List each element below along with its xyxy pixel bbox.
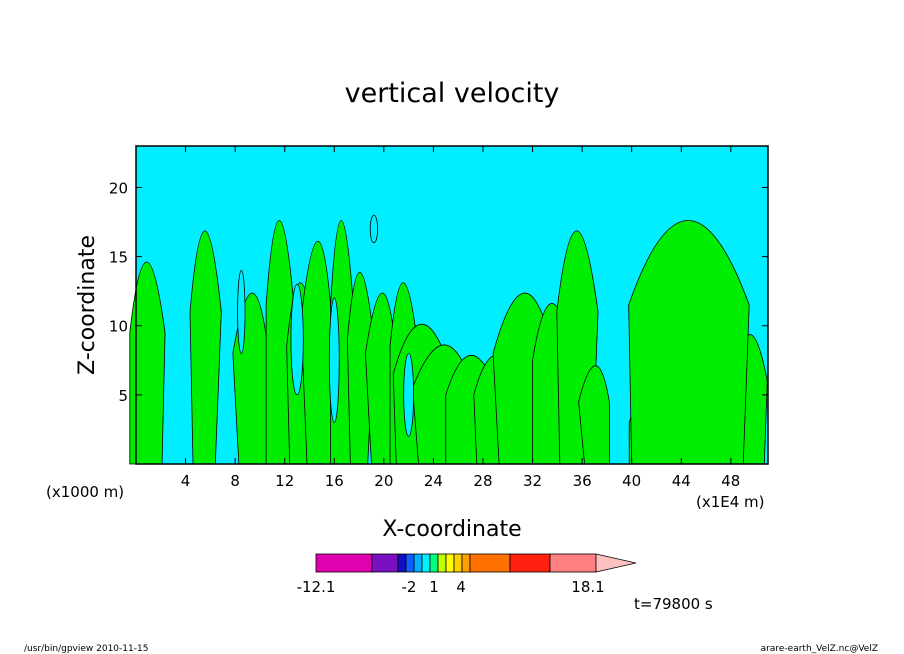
x-tick-label: 36	[573, 472, 592, 490]
footer-left: /usr/bin/gpview 2010-11-15	[24, 644, 148, 654]
y-axis-ticks: 5 10 15 20	[109, 179, 768, 405]
x-tick-label: 16	[325, 472, 344, 490]
footer-right: arare-earth_VelZ.nc@VelZ	[761, 644, 878, 654]
colorbar-swatch	[453, 553, 463, 573]
y-tick-label: 10	[109, 318, 128, 336]
colorbar-swatch	[509, 553, 551, 573]
x-tick-label: 8	[230, 472, 240, 490]
x-tick-label: 12	[275, 472, 294, 490]
positive-region	[129, 261, 166, 465]
time-label: t=79800 s	[634, 595, 713, 613]
x-unit-label-right: (x1E4 m)	[696, 493, 765, 511]
colorbar-swatch	[429, 553, 439, 573]
x-tick-label: 48	[721, 472, 740, 490]
x-tick-label: 24	[424, 472, 443, 490]
colorbar-swatch	[405, 553, 415, 573]
colorbar-swatch	[413, 553, 423, 573]
negative-region	[237, 270, 246, 354]
colorbar-min-label: -12.1	[297, 578, 336, 596]
x-tick-label: 40	[622, 472, 641, 490]
plot-area	[129, 145, 769, 465]
negative-region	[290, 283, 304, 396]
positive-region	[628, 220, 750, 465]
x-axis-ticks: 4 8 12 16 20 24 28 32 36 40 44 48	[181, 146, 740, 490]
colorbar-arrow	[595, 553, 637, 573]
colorbar-swatch	[461, 553, 471, 573]
plot-frame	[135, 145, 769, 465]
colorbar-swatch	[549, 553, 597, 573]
colorbar-swatch	[315, 553, 373, 573]
positive-region	[189, 230, 222, 465]
positive-region	[265, 220, 295, 465]
x-axis-label: X-coordinate	[382, 517, 521, 542]
y-tick-label: 20	[109, 179, 128, 197]
negative-region	[403, 352, 414, 437]
x-unit-label-left: (x1000 m)	[46, 483, 124, 501]
colorbar-label-neg2: -2	[402, 578, 417, 596]
colorbar-label-1: 1	[429, 578, 439, 596]
y-axis-label: Z-coordinate	[75, 235, 100, 375]
x-tick-label: 20	[374, 472, 393, 490]
chart-title: vertical velocity	[345, 78, 560, 109]
x-tick-label: 28	[473, 472, 492, 490]
x-tick-label: 44	[672, 472, 691, 490]
negative-region	[369, 214, 379, 244]
negative-region	[328, 297, 340, 423]
x-tick-label: 32	[523, 472, 542, 490]
colorbar-label-4: 4	[456, 578, 466, 596]
x-tick-label: 4	[181, 472, 191, 490]
colorbar	[315, 553, 637, 573]
colorbar-swatch	[371, 553, 399, 573]
positive-region	[578, 365, 610, 465]
colorbar-max-label: 18.1	[571, 578, 604, 596]
colorbar-swatch	[469, 553, 511, 573]
colorbar-swatch	[445, 553, 455, 573]
field-contours	[129, 214, 768, 465]
colorbar-swatch	[421, 553, 431, 573]
colorbar-swatch	[397, 553, 407, 573]
y-tick-label: 5	[118, 387, 128, 405]
y-tick-label: 15	[109, 249, 128, 267]
colorbar-swatch	[437, 553, 447, 573]
